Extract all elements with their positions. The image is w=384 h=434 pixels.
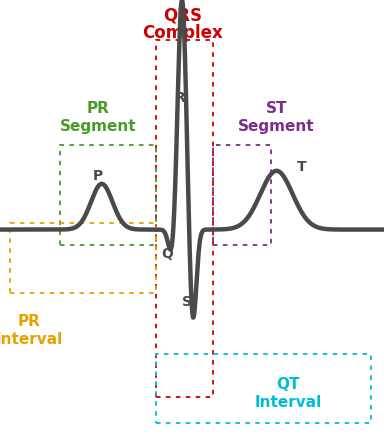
Text: QT: QT [276,377,300,391]
Bar [10,224,156,293]
Text: Complex: Complex [142,23,223,42]
Bar [156,41,213,397]
Text: PR: PR [17,314,40,329]
Text: S: S [182,295,192,309]
Text: Interval: Interval [254,394,322,409]
Text: Segment: Segment [238,118,315,133]
Text: QRS: QRS [163,6,202,24]
Text: P: P [93,169,103,183]
Text: R: R [174,91,185,105]
Bar [213,145,271,245]
Text: Segment: Segment [60,118,136,133]
Bar [156,354,371,423]
Text: ST: ST [266,101,287,116]
Text: PR: PR [86,101,109,116]
Text: T: T [296,160,306,174]
Text: Interval: Interval [0,331,63,346]
Bar [60,145,156,245]
Text: Q: Q [161,247,173,261]
